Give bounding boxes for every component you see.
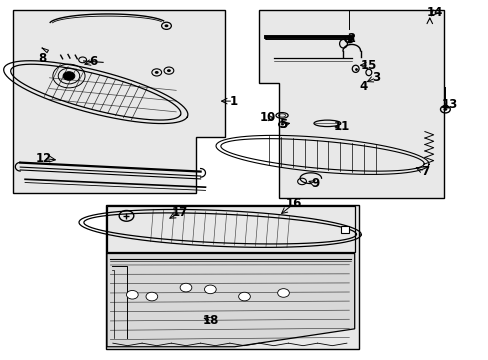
Circle shape: [281, 123, 284, 126]
Circle shape: [164, 24, 168, 27]
Text: 11: 11: [333, 121, 349, 134]
Circle shape: [277, 289, 289, 297]
Circle shape: [238, 292, 250, 301]
Circle shape: [347, 39, 350, 41]
Text: 17: 17: [172, 206, 188, 219]
Text: 2: 2: [346, 32, 354, 45]
Bar: [105, 205, 358, 348]
Text: 1: 1: [229, 95, 237, 108]
Circle shape: [146, 292, 158, 301]
Circle shape: [166, 69, 170, 72]
Text: 7: 7: [420, 165, 428, 177]
Polygon shape: [13, 10, 224, 193]
Text: 6: 6: [89, 55, 97, 68]
Text: 10: 10: [259, 112, 275, 125]
Text: 16: 16: [285, 197, 302, 210]
Circle shape: [126, 291, 138, 299]
Bar: [107, 206, 354, 252]
Circle shape: [204, 285, 216, 294]
Polygon shape: [107, 253, 354, 347]
Text: 5: 5: [279, 118, 287, 131]
Text: 9: 9: [310, 177, 319, 190]
Circle shape: [443, 108, 447, 111]
Text: 15: 15: [360, 59, 376, 72]
Circle shape: [63, 72, 75, 80]
Text: 18: 18: [203, 314, 219, 327]
Text: 14: 14: [426, 6, 442, 19]
Polygon shape: [259, 10, 444, 198]
Text: 3: 3: [371, 71, 380, 84]
Text: 8: 8: [38, 51, 46, 64]
Text: 12: 12: [36, 152, 52, 165]
Bar: [340, 226, 348, 233]
Circle shape: [155, 71, 158, 74]
Text: 13: 13: [441, 98, 457, 111]
Circle shape: [180, 283, 191, 292]
Text: 4: 4: [359, 80, 367, 93]
